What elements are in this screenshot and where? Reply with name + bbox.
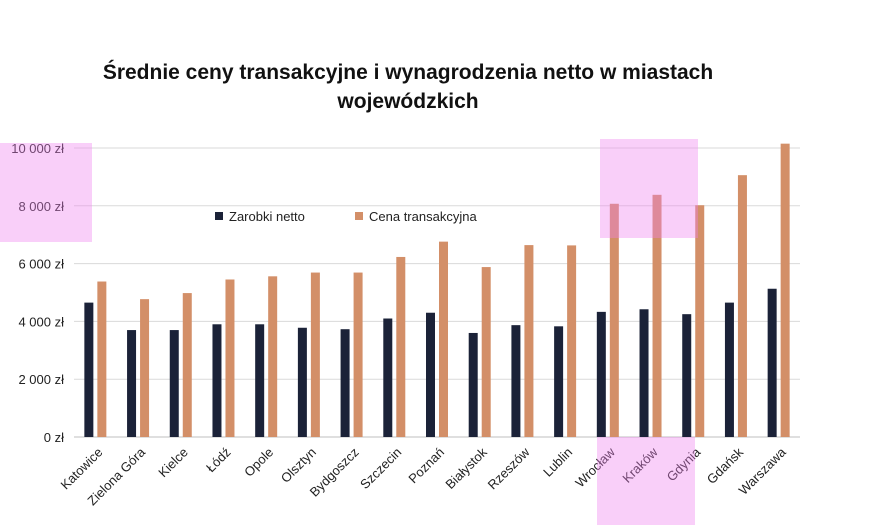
bar-zarobki-netto bbox=[596, 311, 606, 437]
bar-cena-transakcyjna bbox=[609, 203, 619, 437]
bar-zarobki-netto bbox=[767, 288, 777, 437]
bar-cena-transakcyjna bbox=[225, 279, 235, 437]
highlight-y-axis-top bbox=[0, 143, 92, 242]
bar-zarobki-netto bbox=[297, 327, 307, 437]
y-tick-label: 8 000 zł bbox=[18, 199, 64, 214]
bar-cena-transakcyjna bbox=[652, 194, 662, 437]
bar-zarobki-netto bbox=[84, 302, 94, 437]
bar-cena-transakcyjna bbox=[524, 245, 534, 437]
bars bbox=[84, 143, 790, 438]
bar-zarobki-netto bbox=[212, 324, 222, 437]
x-category-label: Gdańsk bbox=[704, 444, 747, 487]
highlight-overlays bbox=[0, 139, 698, 525]
legend-swatch-cena bbox=[355, 212, 363, 220]
highlight-bottom-wroclaw-krakow-gdynia bbox=[597, 437, 695, 525]
y-tick-label: 0 zł bbox=[44, 430, 64, 445]
x-category-label: Białystok bbox=[442, 444, 490, 492]
legend-label-zarobki: Zarobki netto bbox=[229, 209, 305, 224]
bar-cena-transakcyjna bbox=[268, 276, 278, 437]
chart-title-line-2: wojewódzkich bbox=[336, 90, 478, 113]
legend-label-cena: Cena transakcyjna bbox=[369, 209, 477, 224]
bar-cena-transakcyjna bbox=[140, 299, 150, 437]
bar-cena-transakcyjna bbox=[182, 293, 192, 437]
x-category-label: Warszawa bbox=[736, 444, 790, 498]
bar-zarobki-netto bbox=[511, 325, 521, 437]
x-category-label: Olsztyn bbox=[278, 445, 319, 486]
chart-title-line-1: Średnie ceny transakcyjne i wynagrodzeni… bbox=[103, 60, 713, 84]
bar-cena-transakcyjna bbox=[567, 245, 577, 437]
bar-zarobki-netto bbox=[426, 312, 435, 437]
bar-zarobki-netto bbox=[383, 318, 393, 437]
x-category-label: Łódź bbox=[203, 445, 234, 476]
legend: Zarobki netto Cena transakcyjna bbox=[215, 209, 477, 224]
y-tick-label: 6 000 zł bbox=[18, 257, 64, 272]
y-axis-ticks: 0 zł 2 000 zł 4 000 zł 6 000 zł 8 000 zł 10 0… bbox=[11, 141, 64, 445]
highlight-top-wroclaw-krakow bbox=[600, 139, 698, 238]
bar-cena-transakcyjna bbox=[310, 272, 320, 437]
bar-zarobki-netto bbox=[169, 330, 179, 437]
x-category-label: Lublin bbox=[540, 445, 575, 480]
gridlines bbox=[74, 147, 800, 438]
bar-zarobki-netto bbox=[468, 332, 478, 437]
y-tick-label: 2 000 zł bbox=[18, 372, 64, 387]
bar-zarobki-netto bbox=[724, 302, 734, 437]
y-tick-label: 4 000 zł bbox=[18, 314, 64, 329]
x-category-label: Rzeszów bbox=[485, 444, 533, 492]
bar-cena-transakcyjna bbox=[481, 267, 491, 437]
x-category-label: Kielce bbox=[155, 445, 191, 481]
bar-cena-transakcyjna bbox=[695, 205, 705, 437]
bar-cena-transakcyjna bbox=[737, 175, 747, 437]
x-category-label: Poznań bbox=[405, 445, 447, 487]
bar-cena-transakcyjna bbox=[439, 241, 448, 437]
x-category-label: Opole bbox=[241, 445, 276, 480]
bar-zarobki-netto bbox=[127, 330, 137, 437]
bar-cena-transakcyjna bbox=[780, 143, 790, 438]
bar-zarobki-netto bbox=[554, 326, 564, 437]
bar-cena-transakcyjna bbox=[396, 256, 406, 437]
x-category-label: Szczecin bbox=[357, 445, 404, 492]
bar-zarobki-netto bbox=[340, 329, 350, 437]
bar-zarobki-netto bbox=[639, 309, 649, 437]
bar-zarobki-netto bbox=[255, 324, 265, 437]
bar-cena-transakcyjna bbox=[97, 281, 107, 437]
bar-cena-transakcyjna bbox=[353, 272, 363, 437]
legend-swatch-zarobki bbox=[215, 212, 223, 220]
bar-zarobki-netto bbox=[682, 314, 692, 437]
y-tick-label: 10 000 zł bbox=[11, 141, 64, 156]
